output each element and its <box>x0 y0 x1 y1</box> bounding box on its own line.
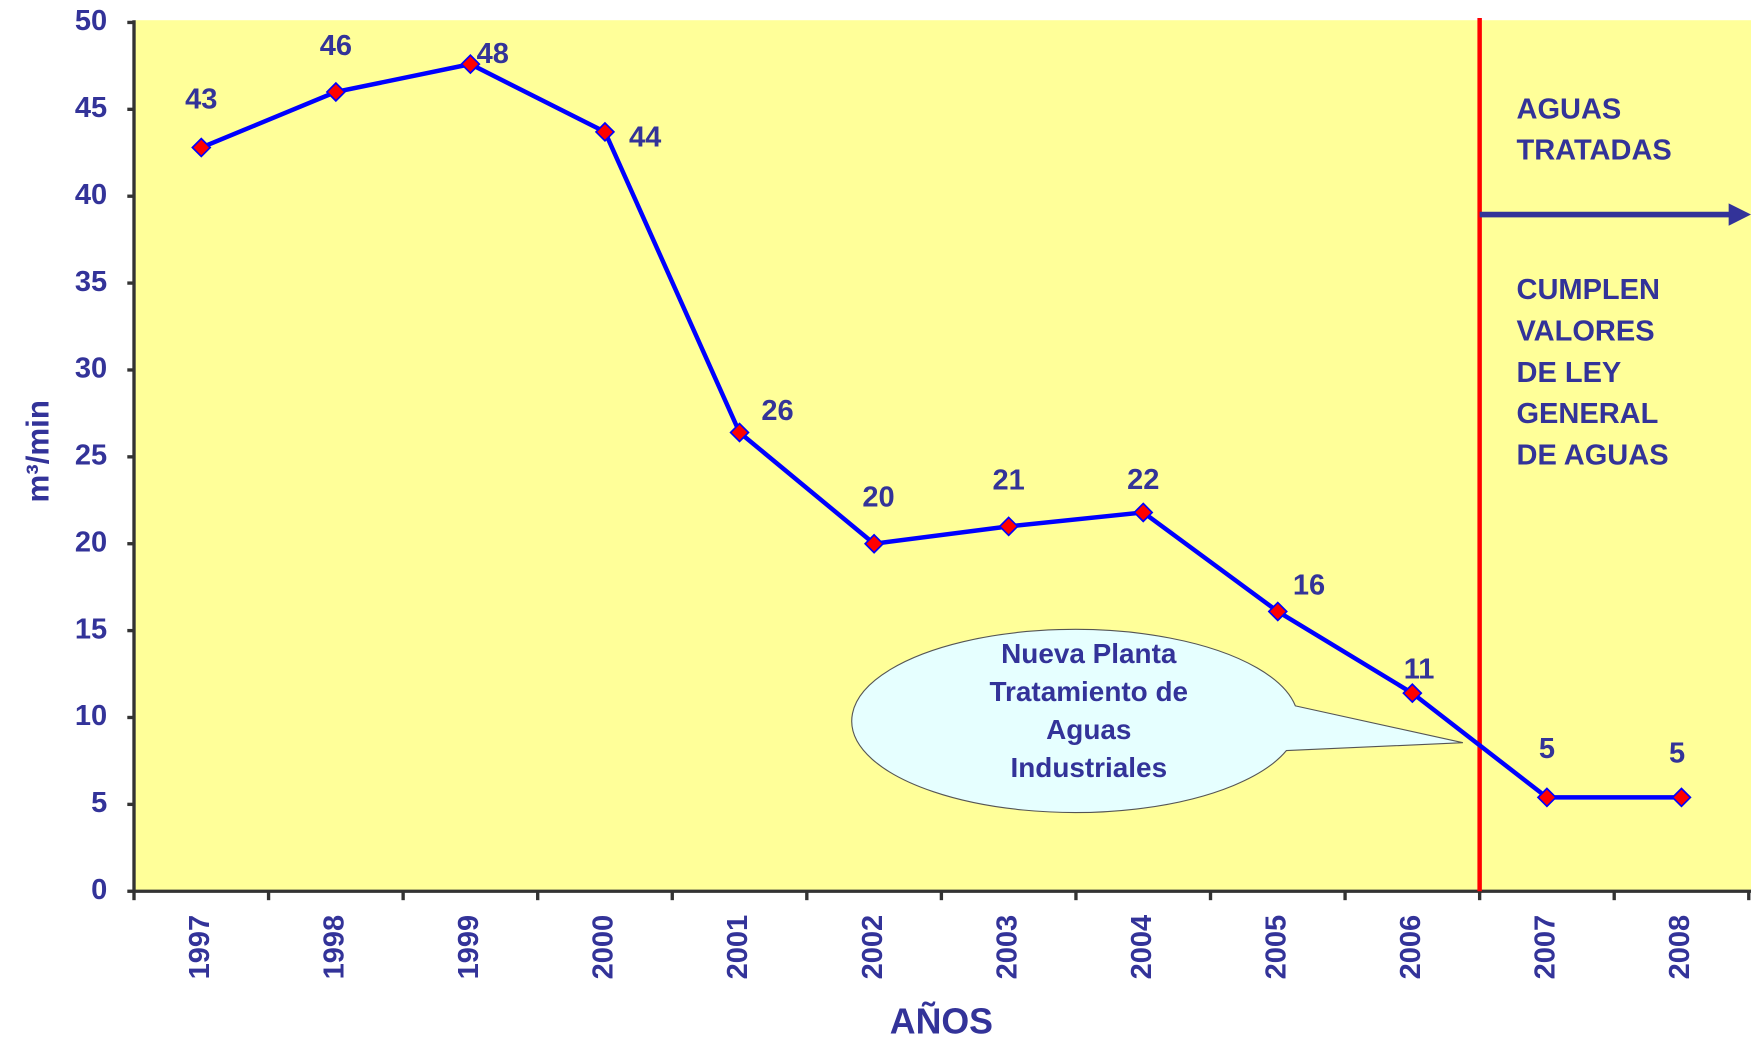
y-tick-label: 10 <box>75 700 107 732</box>
data-label: 48 <box>477 38 509 70</box>
x-tick-label: 2004 <box>1126 915 1158 980</box>
marker <box>1133 502 1154 523</box>
marker <box>863 533 885 554</box>
data-label: 46 <box>320 30 352 62</box>
annotation: DE LEY <box>1516 357 1621 389</box>
data-label: 20 <box>862 482 894 514</box>
x-axis-title: AÑOS <box>890 1002 993 1041</box>
x-tick-label: 1999 <box>453 915 485 980</box>
y-tick-label: 50 <box>75 5 107 37</box>
marker <box>460 54 481 75</box>
data-label: 11 <box>1404 653 1435 685</box>
data-label: 44 <box>629 121 661 153</box>
data-label: 5 <box>1539 733 1555 765</box>
x-tick-label: 2002 <box>857 915 889 980</box>
y-tick-label: 5 <box>91 787 107 819</box>
callout-text: Nueva Planta <box>1001 638 1177 669</box>
y-tick-label: 15 <box>75 613 107 645</box>
y-tick-label: 30 <box>75 353 107 385</box>
annotation: DE AGUAS <box>1516 440 1668 472</box>
callout-text: Tratamiento de <box>990 676 1188 707</box>
marker <box>729 422 750 443</box>
marker <box>1267 601 1288 622</box>
x-tick-label: 1998 <box>319 915 351 980</box>
data-label: 21 <box>993 464 1025 496</box>
x-tick-label: 1997 <box>184 915 216 980</box>
y-tick-label: 25 <box>75 440 107 472</box>
marker <box>998 516 1019 537</box>
y-tick-label: 35 <box>75 266 107 298</box>
y-tick-label: 0 <box>91 874 107 906</box>
x-tick-label: 2008 <box>1664 915 1696 980</box>
y-axis-title: m³/min <box>20 400 55 502</box>
data-label: 16 <box>1293 570 1325 602</box>
annotation: TRATADAS <box>1516 135 1671 167</box>
data-label: 5 <box>1669 738 1685 770</box>
marker <box>1671 787 1692 808</box>
data-label: 26 <box>761 395 793 427</box>
annotation: GENERAL <box>1516 398 1658 430</box>
marker <box>1536 787 1558 808</box>
data-label: 22 <box>1127 464 1159 496</box>
x-tick-label: 2001 <box>722 915 754 980</box>
y-tick-label: 20 <box>75 526 107 558</box>
callout-text: Aguas <box>1046 714 1131 745</box>
x-tick-label: 2000 <box>588 915 620 980</box>
callout-text: Industriales <box>1010 752 1167 783</box>
line <box>200 61 1682 800</box>
annotation: AGUAS <box>1516 93 1621 125</box>
x-tick-label: 2006 <box>1395 915 1427 980</box>
y-tick-label: 40 <box>75 179 107 211</box>
x-tick-label: 2005 <box>1260 915 1292 980</box>
marker <box>594 121 616 143</box>
y-tick-label: 45 <box>75 92 107 124</box>
marker <box>325 81 346 103</box>
x-tick-label: 2007 <box>1530 915 1562 980</box>
x-tick-label: 2003 <box>991 915 1023 980</box>
annotation: VALORES <box>1516 316 1654 348</box>
marker <box>191 137 212 158</box>
arrow-head <box>1728 203 1751 226</box>
marker <box>1402 683 1423 704</box>
data-label: 43 <box>185 83 217 115</box>
annotation: CUMPLEN <box>1516 274 1659 306</box>
callout-bubble <box>851 628 1464 814</box>
